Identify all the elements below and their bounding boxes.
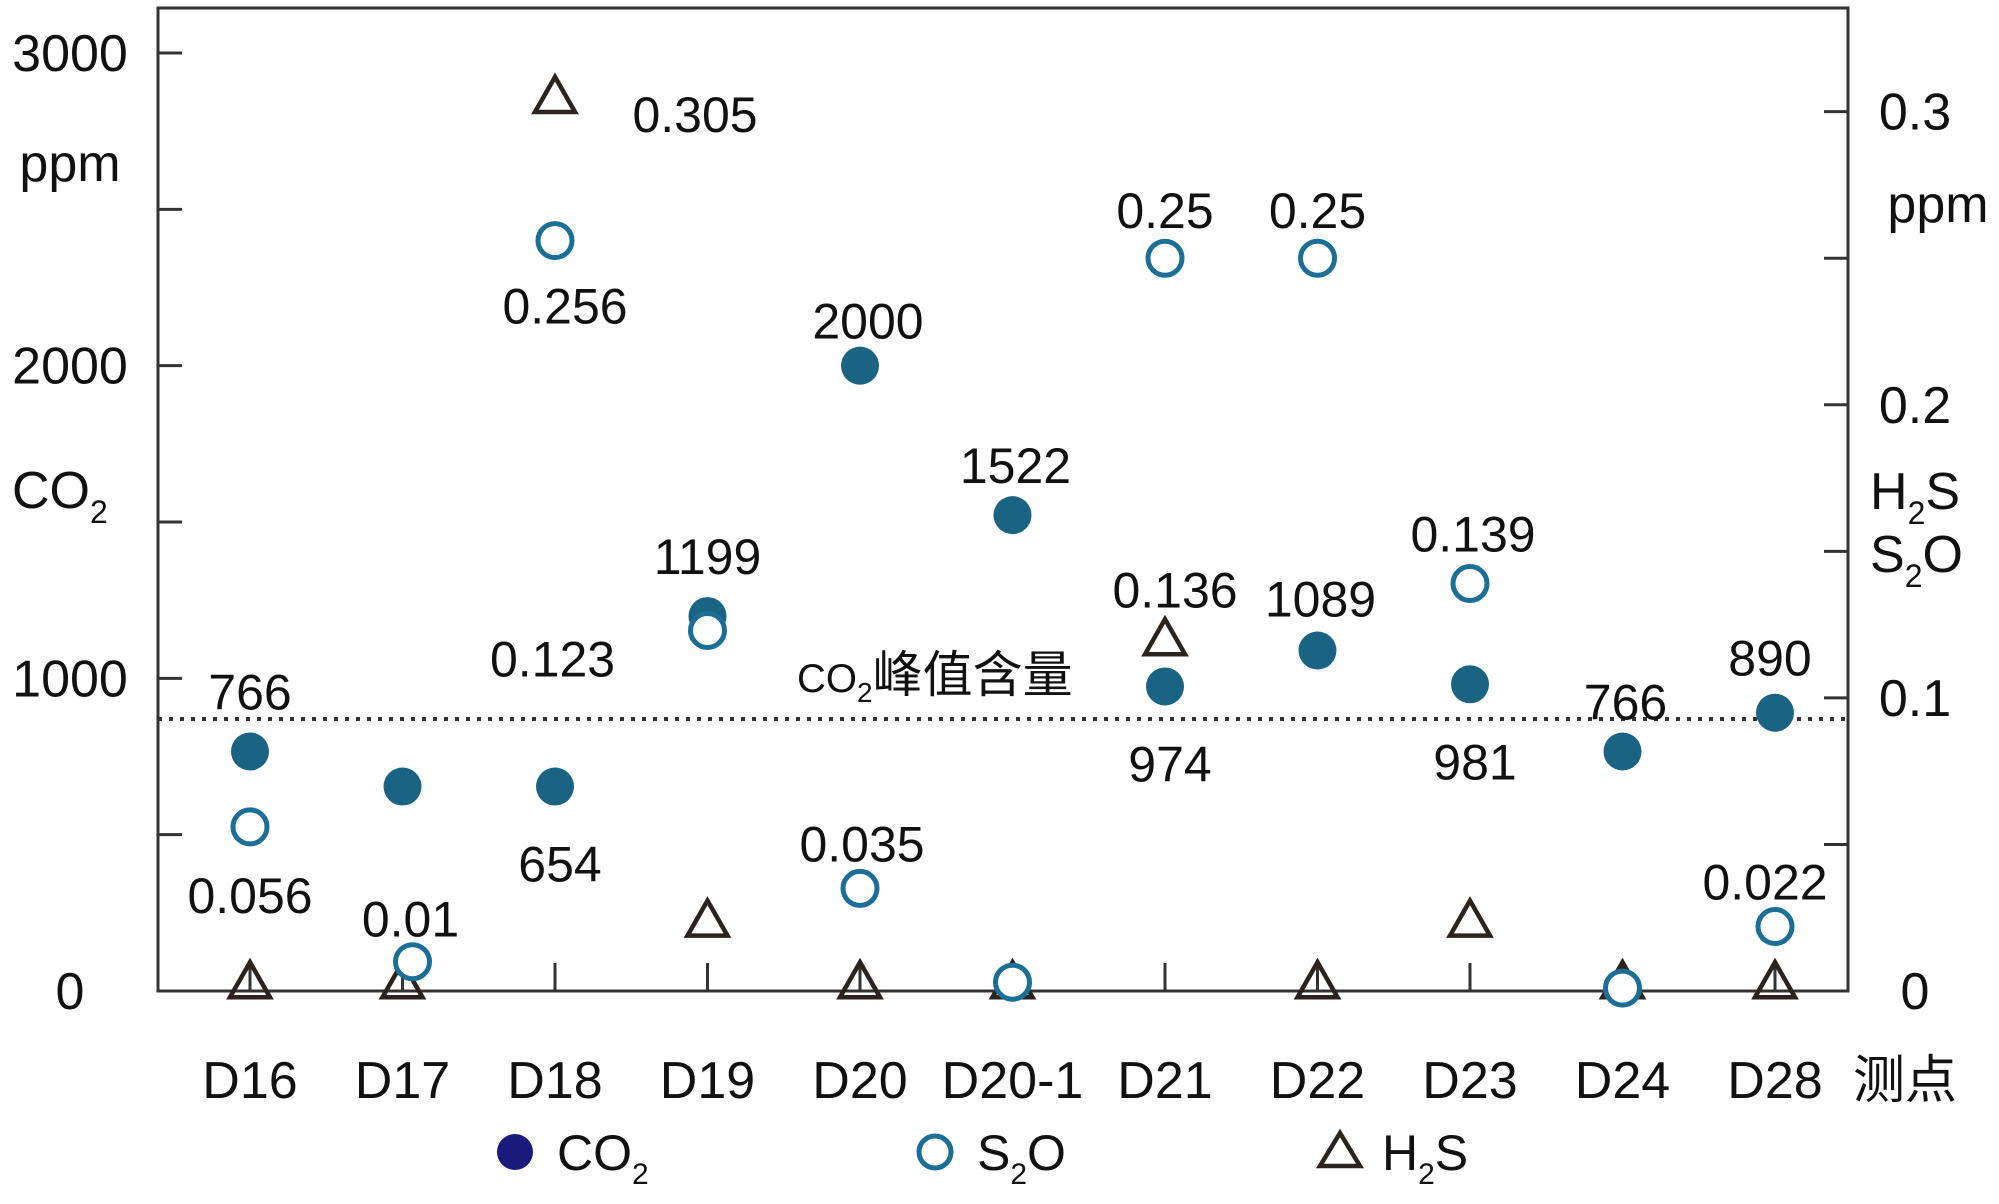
s2o-point: [535, 221, 575, 261]
s2o-data-label: 0.25: [1116, 183, 1213, 239]
s2o-point: [393, 942, 432, 982]
right-axis-label-h2s: H2S: [1870, 463, 1960, 531]
x-axis-category-label: D28: [1727, 1052, 1822, 1110]
x-axis-category-label: D20: [812, 1052, 907, 1110]
s2o-data-label: 0.01: [362, 892, 459, 948]
co2-point: [231, 732, 269, 771]
x-axis-category-label: D18: [507, 1052, 602, 1110]
x-axis-category-label: D24: [1575, 1052, 1670, 1110]
s2o-point: [1755, 907, 1795, 947]
co2-peak-threshold-label: CO2峰值含量: [797, 647, 1073, 708]
legend-s2o-label: S2O: [977, 1125, 1066, 1191]
x-axis-category-label: D19: [660, 1052, 755, 1110]
h2s-point: [683, 896, 732, 938]
left-axis-tick-label: 1000: [12, 650, 128, 708]
left-axis-tick-label: 0: [56, 963, 85, 1021]
x-axis-category-label: D17: [355, 1052, 450, 1110]
h2s-point: [1751, 957, 1799, 1000]
left-axis-unit: ppm: [19, 135, 120, 193]
x-axis-category-label: D22: [1270, 1052, 1365, 1110]
co2-point: [383, 767, 422, 806]
right-axis-unit: ppm: [1887, 176, 1988, 234]
co2-point: [1756, 693, 1794, 732]
right-axis-tick-label: 0.1: [1879, 670, 1951, 728]
h2s-data-label: 0.305: [632, 87, 757, 143]
co2-data-label: 1199: [654, 529, 762, 585]
right-axis-label-s2o: S2O: [1870, 526, 1963, 594]
h2s-point: [1293, 957, 1342, 1000]
right-axis-tick-label: 0.3: [1879, 84, 1951, 142]
co2-data-label: 766: [1584, 674, 1667, 730]
legend-h2s-label: H2S: [1382, 1125, 1468, 1191]
s2o-point: [688, 610, 727, 650]
s2o-data-label: 0.022: [1702, 855, 1827, 911]
co2-data-label: 654: [518, 837, 601, 893]
s2o-data-label: 0.123: [490, 631, 615, 687]
legend-co2-marker: [497, 1134, 533, 1170]
x-axis-category-label: D16: [202, 1052, 297, 1110]
left-axis-tick-label: 2000: [12, 338, 128, 396]
co2-point: [993, 496, 1032, 535]
co2-point: [1603, 732, 1642, 771]
s2o-point: [840, 868, 880, 908]
h2s-point: [1446, 896, 1494, 938]
s2o-data-label: 0.035: [799, 816, 924, 872]
s2o-point: [1298, 238, 1337, 278]
s2o-data-label: 0.256: [502, 279, 627, 335]
co2-data-label: 890: [1728, 631, 1811, 687]
x-axis-title: 测点: [1853, 1052, 1957, 1110]
legend-s2o-marker: [916, 1133, 954, 1171]
h2s-point: [836, 957, 884, 1000]
co2-point: [536, 767, 574, 806]
left-axis-tick-label: 3000: [12, 25, 128, 83]
h2s-point: [1141, 614, 1189, 657]
left-axis-label: CO2: [12, 462, 108, 530]
co2-point: [1451, 665, 1489, 704]
s2o-point: [993, 962, 1032, 1002]
co2-data-label: 1522: [960, 438, 1071, 494]
s2o-point: [1450, 564, 1490, 604]
co2-point: [841, 346, 879, 385]
x-axis-category-label: D21: [1117, 1052, 1212, 1110]
co2-data-label: 766: [208, 664, 291, 720]
s2o-point: [1603, 968, 1642, 1008]
legend-h2s-marker: [1316, 1128, 1364, 1169]
s2o-data-label: 0.25: [1269, 183, 1366, 239]
co2-data-label: 974: [1128, 736, 1211, 792]
co2-point: [1298, 631, 1337, 670]
s2o-data-label: 0.056: [187, 868, 312, 924]
h2s-data-label: 0.136: [1112, 562, 1237, 618]
co2-data-label: 981: [1433, 734, 1516, 790]
x-axis-category-label: D23: [1422, 1052, 1517, 1110]
s2o-data-label: 0.139: [1410, 507, 1535, 563]
right-axis-tick-label: 0: [1901, 963, 1930, 1021]
h2s-point: [531, 72, 579, 115]
s2o-point: [230, 807, 270, 847]
right-axis-tick-label: 0.2: [1879, 377, 1951, 435]
s2o-point: [1145, 238, 1185, 278]
x-axis-category-label: D20-1: [942, 1052, 1084, 1110]
co2-data-label: 1089: [1265, 572, 1376, 628]
h2s-point: [226, 957, 274, 1000]
co2-data-label: 2000: [812, 294, 923, 350]
legend-co2-label: CO2: [557, 1125, 649, 1191]
co2-point: [1146, 667, 1184, 706]
